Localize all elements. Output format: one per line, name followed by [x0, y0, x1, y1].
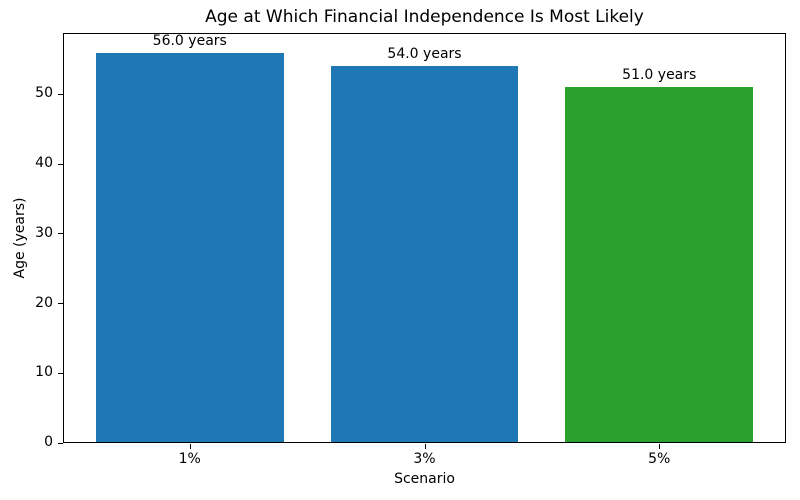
y-tick-mark	[58, 163, 63, 165]
y-tick-label: 20	[35, 294, 53, 311]
y-tick-label: 0	[44, 434, 53, 450]
bar-value-label: 56.0 years	[152, 32, 227, 49]
y-tick-mark	[58, 303, 63, 305]
x-tick-mark	[189, 444, 191, 449]
x-tick-label: 3%	[413, 451, 436, 467]
bar-value-label: 54.0 years	[387, 46, 462, 63]
x-tick-label: 1%	[178, 451, 201, 467]
y-tick-mark	[58, 233, 63, 235]
y-tick-label: 50	[35, 85, 53, 102]
bar-1%	[95, 52, 284, 442]
y-tick-label: 30	[35, 224, 53, 241]
chart-title: Age at Which Financial Independence Is M…	[205, 7, 644, 27]
x-tick-label: 5%	[648, 451, 671, 467]
y-tick-mark	[58, 93, 63, 95]
x-tick-mark	[424, 444, 426, 449]
x-axis-label: Scenario	[394, 471, 455, 487]
bar-5%	[565, 87, 754, 442]
y-tick-mark	[58, 372, 63, 374]
y-tick-label: 40	[35, 155, 53, 172]
bar-value-label: 51.0 years	[622, 67, 697, 84]
bar-3%	[330, 66, 519, 442]
y-tick-mark	[58, 442, 63, 444]
y-tick-label: 10	[35, 364, 53, 381]
x-tick-mark	[659, 444, 661, 449]
